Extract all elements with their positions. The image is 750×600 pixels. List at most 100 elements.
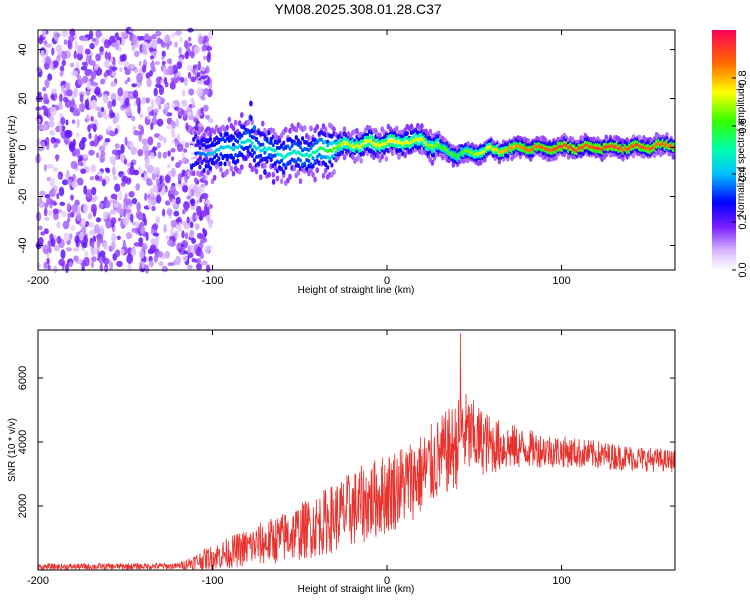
spectrogram-cell [157,151,162,159]
spectrogram-cell [175,255,181,266]
spectrogram-cell [65,263,69,274]
spectrogram-cell [103,39,111,49]
spectrogram-cell [115,42,120,51]
spectrogram-cell [146,78,152,88]
spectrogram-y-tick-label: -20 [17,189,29,205]
spectrogram-cell [130,161,134,169]
spectrogram-cell [155,194,162,204]
spectrogram-cell [150,152,155,160]
spectrogram-cell [343,145,346,149]
spectrogram-cell [221,136,225,141]
spectrogram-panel: -200 -100 0 100 40 20 0 -20 -40 Height of strai… [7,26,676,296]
spectrogram-cell [124,136,128,146]
spectrogram-cell [56,138,61,144]
spectrogram-cell [64,129,72,138]
spectrogram-cell [100,150,106,157]
spectrogram-cell [319,137,323,142]
spectrogram-cell [130,115,136,122]
spectrogram-cell [117,87,124,97]
spectrogram-cell [328,156,332,161]
spectrogram-cell [202,192,209,200]
spectrogram-cell [141,243,148,251]
spectrogram-cell [163,137,167,144]
spectrogram-cell [90,115,94,122]
spectrogram-cell [265,159,269,164]
spectrogram-cell [263,169,267,176]
spectrogram-cell [229,165,234,172]
spectrogram-cell [190,50,195,59]
spectrogram-cell [62,220,70,230]
spectrogram-cell [258,174,263,181]
spectrogram-cell [223,139,227,144]
spectrogram-cell [155,216,160,224]
spectrogram-cell [399,144,403,149]
spectrogram-cell [113,175,118,181]
spectrogram-cell [194,214,201,219]
spectrogram-cell [131,34,138,45]
spectrogram-cell [158,104,162,110]
spectrogram-cell [186,171,191,177]
spectrogram-cell [72,247,80,252]
spectrogram-cell [324,162,328,168]
spectrogram-cell [70,225,76,232]
spectrogram-cell [181,101,188,107]
spectrogram-cell [313,176,317,183]
spectrogram-cell [91,186,97,196]
spectrogram-cell [196,262,202,271]
spectrogram-cell [112,60,116,67]
spectrogram-cell [315,167,320,174]
spectrogram-cell [151,99,155,109]
spectrogram-cell [257,140,261,145]
snr-frame [37,329,676,571]
snr-panel: -200 -100 0 100 2000 4000 6000 Height of stra… [7,329,676,595]
spectrogram-cell [261,120,265,127]
spectrogram-cell [161,60,166,66]
spectrogram-cell [133,50,140,58]
spectrogram-cell [252,150,256,155]
spectrogram-cell [59,71,64,77]
spectrogram-cell [119,66,123,73]
spectrogram-cell [217,140,221,145]
spectrogram-cell [301,136,305,141]
spectrogram-cell [43,93,48,102]
spectrogram-cell [141,138,148,145]
spectrogram-cell [286,177,290,184]
chart-title: YM08.2025.308.01.28.C37 [274,1,442,17]
spectrogram-cell [158,85,164,96]
snr-y-tick-label: 6000 [17,366,29,390]
spectrogram-cell [71,119,76,124]
spectrogram-cell [255,138,258,142]
spectrogram-cell [236,158,240,164]
spectrogram-cell [259,153,263,158]
spectrogram-cell [177,173,182,182]
spectrogram-cell [67,39,72,50]
spectrogram-cell [237,120,242,127]
spectrogram-cell [88,101,94,109]
spectrogram-cell [190,144,194,149]
spectrogram-cell [280,144,284,149]
spectrogram-cell [92,99,97,108]
snr-x-tick-label: -100 [202,575,224,587]
spectrogram-cell [90,71,97,80]
spectrogram-cell [90,203,97,214]
spectrogram-cell [92,197,96,203]
spectrogram-cell [156,142,161,149]
spectrogram-cell [309,153,313,157]
spectrogram-x-tick-label: -100 [202,275,224,287]
spectrogram-cell [170,219,177,228]
spectrogram-cell [153,108,159,113]
spectrogram-cell [194,258,198,263]
spectrogram-cell [79,93,84,103]
spectrogram-cell [202,132,206,139]
spectrogram-cell [232,156,235,161]
spectrogram-cell [157,134,164,141]
spectrogram-cell [403,152,408,159]
spectrogram-cell [71,70,79,77]
spectrogram-cell [231,125,236,132]
spectrogram-cell [315,154,319,159]
spectrogram-cell [144,149,150,157]
spectrogram-cell [181,89,186,97]
spectrogram-cell [147,198,152,209]
spectrogram-cell [138,60,142,67]
spectrogram-cell [65,119,69,126]
